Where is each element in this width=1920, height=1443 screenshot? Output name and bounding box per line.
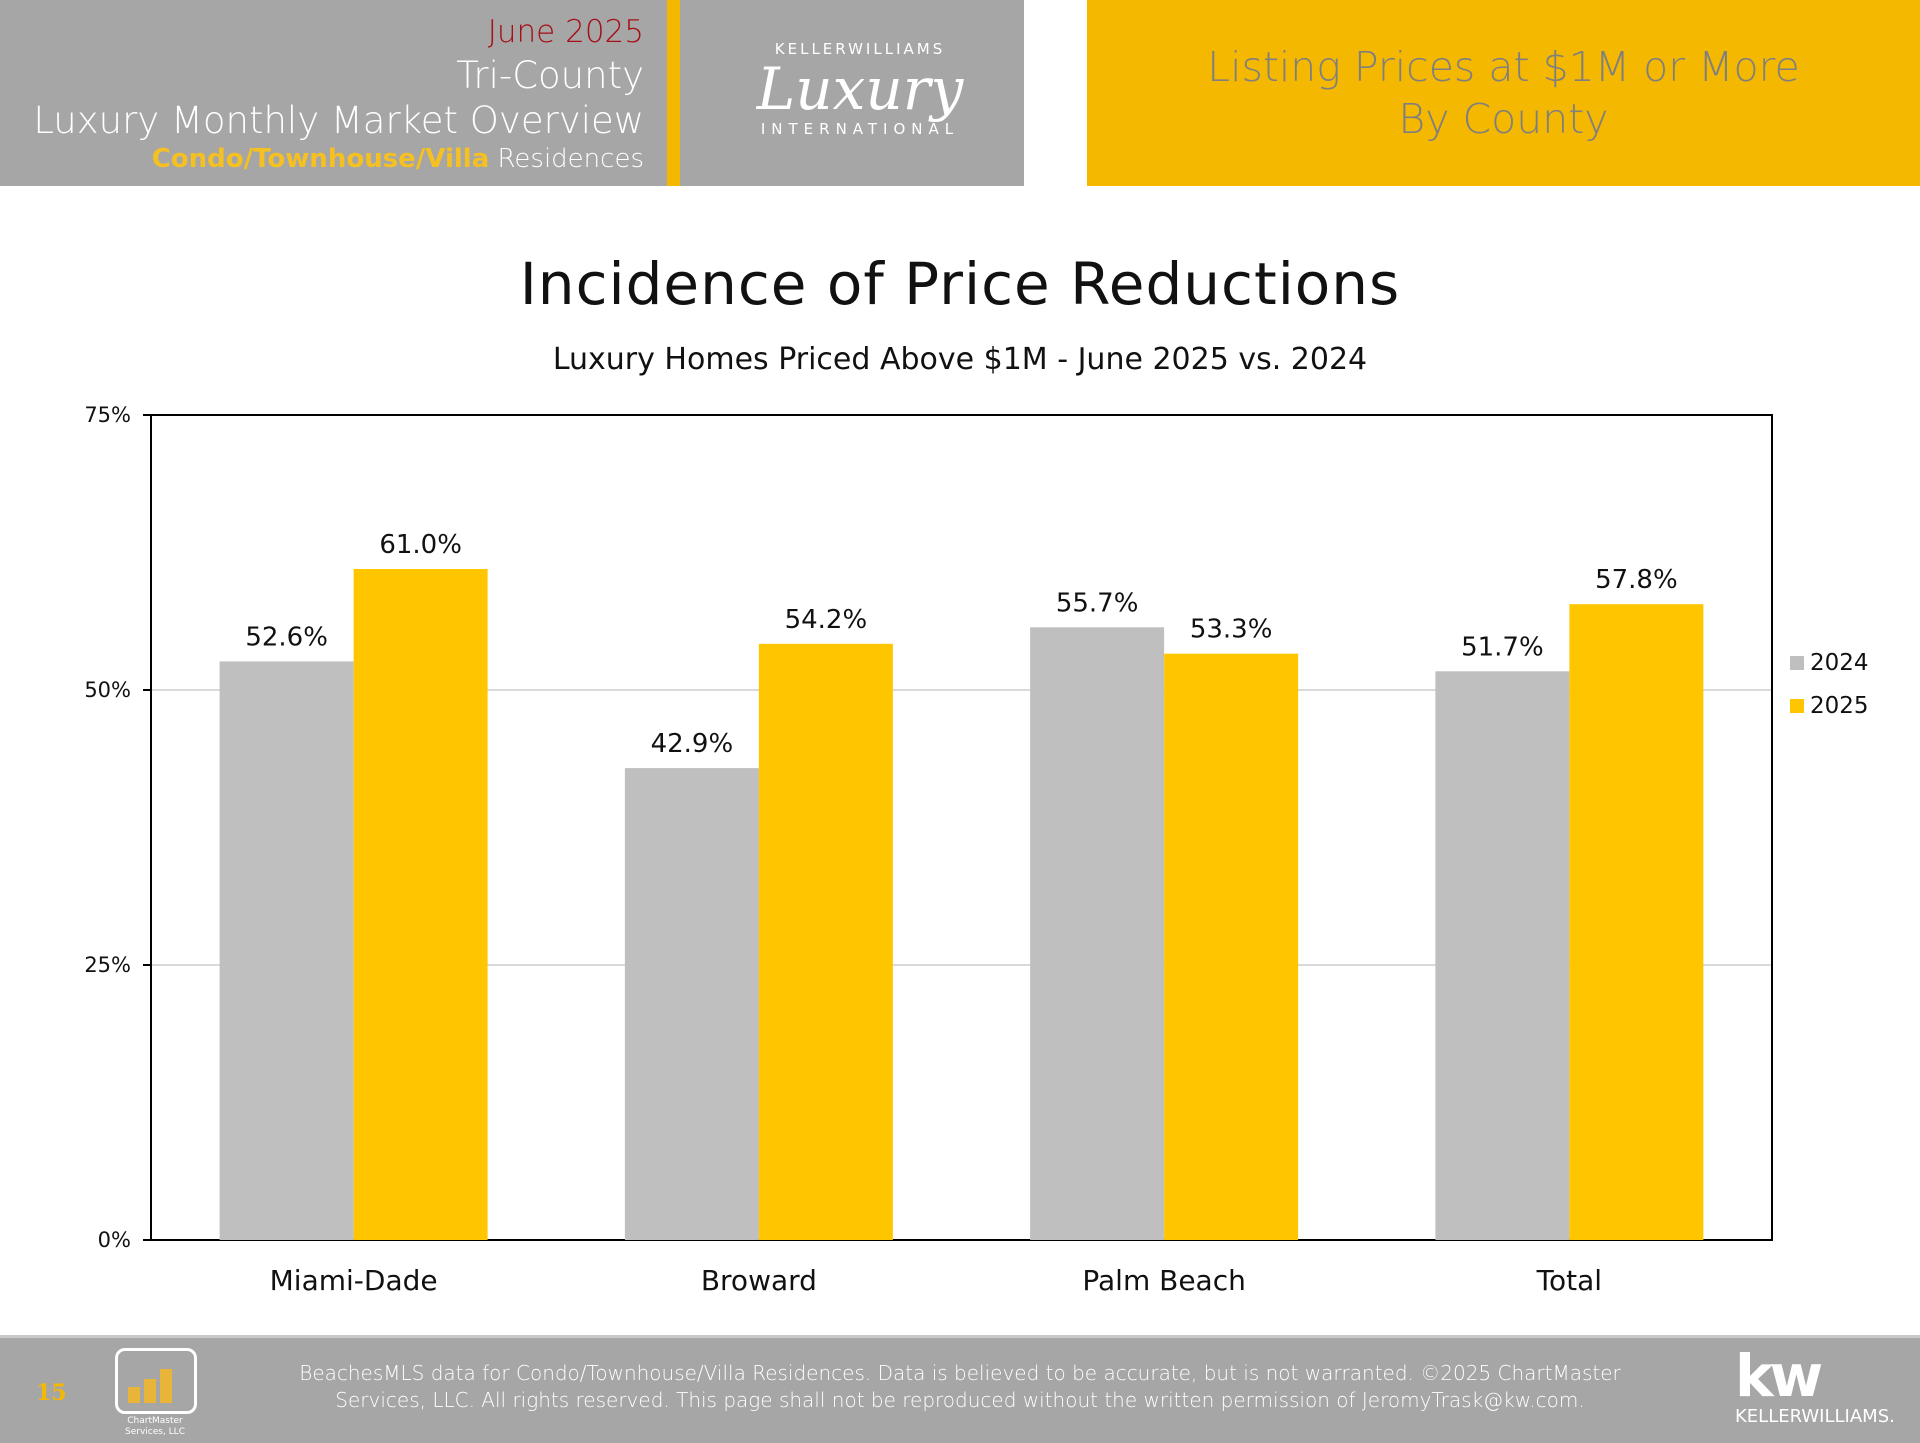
report-title: Luxury Monthly Market Overview (33, 99, 644, 142)
report-region: Tri-County (456, 54, 644, 97)
y-tick-label: 25% (84, 953, 131, 977)
chart-title: Incidence of Price Reductions (519, 250, 1401, 318)
bar-2024-miami-dade (219, 661, 354, 1240)
bar-2024-broward (624, 768, 759, 1240)
bar-2025-palm-beach (1164, 653, 1299, 1240)
kw-luxury-logo: KELLERWILLIAMS Luxury INTERNATIONAL (756, 40, 964, 138)
y-tick-label: 75% (84, 403, 131, 427)
chart-subtitle: Luxury Homes Priced Above $1M - June 202… (552, 342, 1368, 377)
data-label: 51.7% (1461, 632, 1544, 662)
data-label: 53.3% (1190, 615, 1273, 645)
legend-swatch-2025 (1790, 699, 1804, 713)
bar-2025-broward (758, 643, 893, 1240)
segment-rest: Residences (497, 144, 644, 174)
legend-swatch-2024 (1790, 656, 1804, 670)
disclaimer: BeachesMLS data for Condo/Townhouse/Vill… (299, 1361, 1621, 1412)
segment-highlight: Condo/Townhouse/Villa (151, 144, 490, 174)
bar-2024-palm-beach (1030, 627, 1165, 1240)
data-label: 61.0% (379, 530, 462, 560)
bar-2024-total (1435, 671, 1570, 1240)
footer: 15 ChartMaster Services, LLC BeachesMLS … (0, 1335, 1920, 1443)
x-tick-label: Palm Beach (1082, 1264, 1245, 1297)
y-tick-label: 50% (84, 678, 131, 702)
plot-frame (150, 414, 1773, 1241)
x-tick-label: Miami-Dade (270, 1264, 438, 1297)
report-segment: Condo/Townhouse/Villa Residences (152, 144, 644, 174)
bar-2025-miami-dade (353, 569, 488, 1240)
legend-label: 2025 (1810, 693, 1869, 719)
section-heading: Listing Prices at $1M or More By County (1087, 0, 1920, 186)
keller-williams-logo: kw KELLERWILLIAMS. (1735, 1342, 1895, 1427)
chartmaster-logo-text: ChartMaster Services, LLC (125, 1416, 185, 1437)
page-number: 15 (36, 1380, 67, 1406)
legend-label: 2024 (1810, 650, 1869, 676)
x-tick-label: Broward (701, 1264, 817, 1297)
header-divider (667, 0, 680, 186)
x-tick-label: Total (1536, 1264, 1602, 1297)
data-label: 55.7% (1056, 588, 1139, 618)
header-left-panel: June 2025 Tri-County Luxury Monthly Mark… (0, 0, 1024, 186)
data-label: 57.8% (1595, 565, 1678, 595)
data-label: 52.6% (245, 622, 328, 652)
chartmaster-logo-icon (115, 1348, 197, 1414)
report-month: June 2025 (487, 14, 644, 50)
y-tick-label: 0% (98, 1228, 131, 1252)
bar-2025-total (1569, 604, 1704, 1240)
data-label: 54.2% (785, 605, 868, 635)
data-label: 42.9% (651, 729, 734, 759)
